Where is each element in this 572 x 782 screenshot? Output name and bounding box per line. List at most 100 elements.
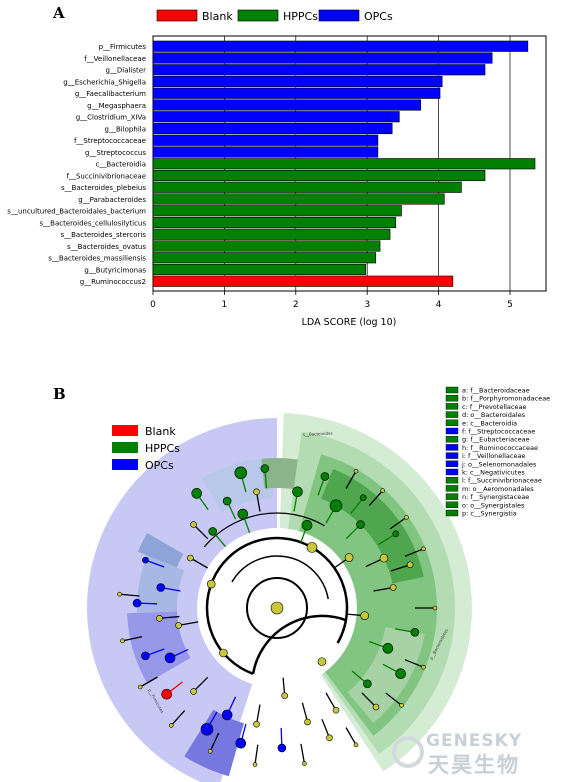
clade-node-13 [292, 486, 303, 498]
clad-legend-label-blank: Blank [145, 425, 176, 438]
clade-node-23 [221, 709, 233, 721]
bar-chart-legend: Blank HPPCs OPCs [156, 9, 393, 23]
bar-g-megasphaera [152, 99, 422, 111]
bar-s-bacteroides-plebeius [152, 181, 462, 193]
category-label-s-bacteroides-cellulosilyticus: s__Bacteroides_cellulosilyticus [40, 219, 147, 227]
watermark-line1: GENESKY [426, 731, 522, 751]
clade-node-43 [141, 651, 150, 661]
hppcs-subsector-small [347, 627, 425, 723]
category-labels: p__Firmicutes f__Veillonellaceae g__Dialis… [7, 43, 146, 286]
clade-node-47 [234, 466, 248, 480]
branch-24 [193, 676, 209, 692]
hppcs-sector-core [321, 468, 424, 584]
clade-node-44 [132, 598, 142, 608]
category-label-c-bacteroidia: c__Bacteroidia [96, 161, 146, 169]
clade-node-33 [392, 530, 400, 538]
clade-node-36 [395, 668, 406, 680]
branch-61 [139, 676, 158, 688]
branch-49 [345, 470, 357, 489]
bar-s-bacteroides-stercoris [152, 228, 391, 240]
main-arc [251, 614, 347, 674]
opcs-subsector-e [202, 458, 274, 513]
clade-node-4 [206, 579, 216, 589]
x-tick-label-2: 2 [293, 300, 299, 310]
key-swatch-0 [445, 386, 459, 394]
branch-21 [301, 702, 309, 723]
clade-node-17 [389, 584, 397, 591]
x-tick-label-0: 0 [150, 300, 156, 310]
branch-17 [373, 586, 394, 592]
key-swatch-6 [445, 436, 459, 443]
clade-node-51 [404, 515, 409, 520]
clade-node-11 [187, 554, 194, 562]
bar-s-bacteroides-cellulosilyticus [152, 216, 397, 229]
hppcs-subsector-top [261, 458, 298, 490]
bar-s-bacteroides-massiliensis [152, 252, 377, 264]
branch-63 [119, 593, 140, 597]
category-label-g-parabacteroides: g__Parabacteroides [78, 196, 146, 204]
clade-node-56 [353, 742, 359, 748]
key-label-13: n: f__Synergistaceae [462, 493, 529, 501]
clade-node-53 [432, 605, 438, 611]
opcs-subsector-d [137, 533, 184, 568]
clade-node-16 [379, 553, 389, 563]
key-swatch-2 [445, 403, 459, 410]
branch-55 [385, 692, 402, 706]
bar-s-uncultured-bacteroidales-bacterium [152, 205, 402, 217]
x-tick-label-4: 4 [436, 300, 442, 310]
clade-node-60 [168, 723, 174, 728]
key-label-3: d: o__Bacteroidales [462, 411, 526, 419]
branch-28 [193, 524, 209, 540]
branch-54 [404, 659, 424, 668]
opcs-subsector-a [127, 611, 191, 683]
bar-f-veillonellaceae [152, 52, 493, 64]
clade-node-38 [326, 734, 333, 742]
category-label-g-butyricimonas: g__Butyricimonas [84, 266, 146, 274]
clade-node-54 [421, 664, 426, 670]
key-label-8: i: f__Veillonellaceae [462, 452, 525, 460]
category-label-f-streptococcaceae: f__Streptococcaceae [74, 137, 146, 145]
clade-node-37 [372, 703, 380, 711]
key-swatch-9 [445, 460, 459, 467]
cladogram: s__Bacteroides p__Firmicutes p__Bacteroi… [87, 413, 473, 782]
clade-node-29 [222, 496, 232, 506]
key-label-14: o: o__Synergistales [462, 501, 525, 509]
category-label-s-bacteroides-plebeius: s__Bacteroides_plebeius [61, 184, 146, 192]
key-label-0: a: f__Bacteroidaceae [462, 387, 530, 395]
clad-legend-label-opcs: OPCs [145, 459, 174, 472]
arc-level-1 [205, 536, 349, 675]
bar-s-bacteroides-ovatus [152, 240, 381, 252]
key-swatch-13 [445, 493, 459, 500]
legend-swatch-opcs [318, 9, 360, 22]
clade-node-30 [253, 488, 260, 496]
clade-node-2 [317, 657, 327, 666]
legend-label-blank: Blank [202, 10, 233, 23]
panel-a-label: A [52, 4, 65, 22]
clade-node-14 [329, 499, 343, 513]
branch-62 [122, 636, 143, 642]
clad-legend-swatch-blank [112, 425, 138, 436]
category-label-g-bilophila: g__Bilophila [105, 125, 146, 133]
key-swatch-12 [445, 485, 459, 492]
key-label-1: b: f__Porphyromonadaceae [462, 395, 550, 403]
branch-33 [378, 533, 397, 545]
bar-g-ruminococcus2 [152, 275, 454, 287]
clade-node-42 [161, 688, 172, 700]
bar-g-bilophila [152, 122, 393, 135]
clade-node-12 [175, 622, 182, 629]
branch-22 [255, 704, 261, 725]
branch-58 [254, 744, 259, 765]
clade-node-0 [270, 601, 284, 615]
clade-node-19 [363, 679, 372, 689]
category-label-g-megasphaera: g__Megasphaera [87, 102, 146, 110]
category-label-g-streptococcus: g__Streptococcus [85, 149, 146, 157]
branch-30 [255, 491, 261, 512]
bar-g-escherichia-shigella [152, 75, 443, 88]
clade-node-28 [190, 521, 197, 528]
cladogram-legend: Blank HPPCs OPCs [112, 425, 180, 472]
clad-legend-swatch-opcs [112, 459, 138, 470]
key-label-9: j: o__Selenomonadales [461, 460, 537, 468]
legend-swatch-hppcs [237, 9, 279, 22]
